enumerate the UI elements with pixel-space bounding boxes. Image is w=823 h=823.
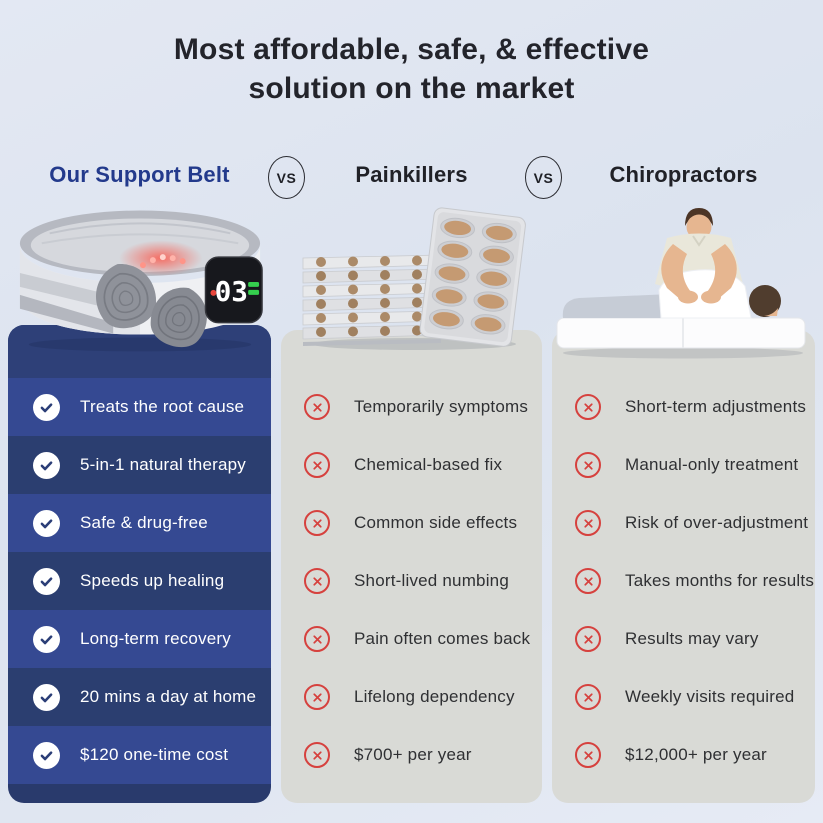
x-icon: [575, 626, 601, 652]
drawback-label: Short-lived numbing: [354, 571, 509, 590]
drawback-label: Temporarily symptoms: [354, 397, 529, 416]
feature-label: Treats the root cause: [80, 397, 245, 416]
drawback-row: Lifelong dependency: [281, 668, 542, 726]
drawback-label: Results may vary: [625, 629, 759, 648]
check-icon: [33, 625, 60, 653]
drawback-row: Chemical-based fix: [281, 436, 542, 494]
feature-row: Treats the root cause: [8, 378, 271, 436]
drawback-label: Lifelong dependency: [354, 687, 515, 706]
drawback-label: Chemical-based fix: [354, 455, 503, 474]
feature-row: Long-term recovery: [8, 610, 271, 668]
check-icon: [33, 509, 60, 537]
drawback-row: Manual-only treatment: [552, 436, 815, 494]
x-icon: [304, 394, 330, 420]
feature-label: 5-in-1 natural therapy: [80, 455, 246, 474]
x-icon: [304, 626, 330, 652]
drawback-row: $12,000+ per year: [552, 726, 815, 784]
feature-row: 20 mins a day at home: [8, 668, 271, 726]
x-icon: [575, 568, 601, 594]
drawback-row: Weekly visits required: [552, 668, 815, 726]
check-icon: [33, 683, 60, 711]
painkillers-photo: [289, 203, 539, 356]
page-title-line-2: solution on the market: [248, 72, 575, 105]
x-icon: [575, 394, 601, 420]
x-icon: [304, 452, 330, 478]
panel-painkillers: Temporarily symptoms Chemical-based fix …: [281, 330, 542, 803]
support-belt-photo: 03: [10, 201, 268, 358]
feature-label: Safe & drug-free: [80, 513, 208, 532]
feature-row: 5-in-1 natural therapy: [8, 436, 271, 494]
x-icon: [304, 568, 330, 594]
drawback-label: Common side effects: [354, 513, 518, 532]
column-header-painkillers: Painkillers: [355, 162, 468, 187]
feature-label: 20 mins a day at home: [80, 687, 257, 706]
x-icon: [575, 510, 601, 536]
feature-row: $120 one-time cost: [8, 726, 271, 784]
column-header-chiropractors: Chiropractors: [609, 162, 758, 187]
drawback-label: Short-term adjustments: [625, 397, 807, 416]
check-icon: [33, 567, 60, 595]
page-title-line-1: Most affordable, safe, & effective: [173, 33, 650, 66]
check-icon: [33, 741, 60, 769]
check-icon: [33, 451, 60, 479]
vs-badge-1: VS: [268, 156, 305, 199]
drawback-row: Temporarily symptoms: [281, 378, 542, 436]
drawback-row: Takes months for results: [552, 552, 815, 610]
feature-label: $120 one-time cost: [80, 745, 229, 764]
drawback-label: Takes months for results: [625, 571, 815, 590]
x-icon: [304, 742, 330, 768]
drawback-label: Weekly visits required: [625, 687, 795, 706]
drawback-label: $700+ per year: [354, 745, 472, 764]
feature-label: Long-term recovery: [80, 629, 231, 648]
check-icon: [33, 393, 60, 421]
drawback-row: Risk of over-adjustment: [552, 494, 815, 552]
panel-support-belt: Treats the root cause 5-in-1 natural the…: [8, 325, 271, 803]
panel-chiropractors: Short-term adjustments Manual-only treat…: [552, 330, 815, 803]
x-icon: [575, 452, 601, 478]
belt-led-display: 03: [204, 256, 263, 324]
feature-label: Speeds up healing: [80, 571, 225, 590]
drawback-label: Manual-only treatment: [625, 455, 799, 474]
drawback-row: Pain often comes back: [281, 610, 542, 668]
page-title: Most affordable, safe, & effective solut…: [0, 30, 823, 108]
vs-badge-2: VS: [525, 156, 562, 199]
drawback-label: Pain often comes back: [354, 629, 531, 648]
feature-row: Speeds up healing: [8, 552, 271, 610]
x-icon: [575, 684, 601, 710]
drawback-row: Short-term adjustments: [552, 378, 815, 436]
chiropractor-photo: [549, 202, 817, 365]
display-session-number: 03: [215, 275, 248, 308]
drawback-label: Risk of over-adjustment: [625, 513, 809, 532]
drawback-row: Short-lived numbing: [281, 552, 542, 610]
drawback-row: Results may vary: [552, 610, 815, 668]
x-icon: [575, 742, 601, 768]
drawback-label: $12,000+ per year: [625, 745, 767, 764]
column-header-support-belt: Our Support Belt: [49, 162, 230, 187]
drawback-row: Common side effects: [281, 494, 542, 552]
x-icon: [304, 684, 330, 710]
feature-row: Safe & drug-free: [8, 494, 271, 552]
x-icon: [304, 510, 330, 536]
drawback-row: $700+ per year: [281, 726, 542, 784]
